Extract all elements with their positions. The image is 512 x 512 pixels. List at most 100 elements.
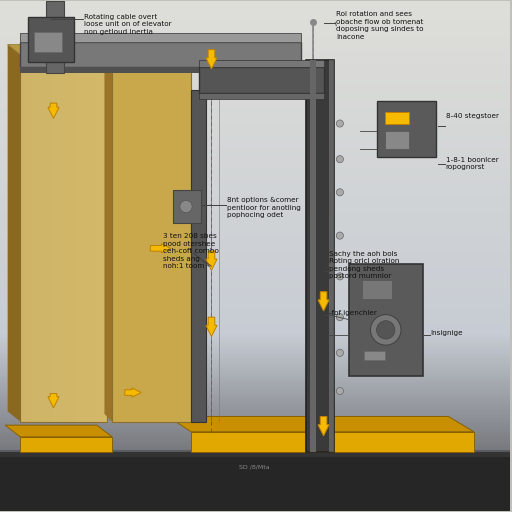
Bar: [0, 455, 509, 457]
Bar: [0, 470, 509, 473]
Bar: [0, 501, 509, 503]
Bar: [329, 60, 334, 452]
Bar: [0, 383, 509, 386]
Bar: [0, 462, 509, 465]
Bar: [42, 55, 53, 421]
Bar: [0, 330, 509, 332]
Bar: [0, 335, 509, 337]
Text: 8-40 stegstoer: 8-40 stegstoer: [446, 113, 499, 119]
Bar: [0, 88, 509, 91]
Bar: [0, 457, 509, 460]
Bar: [31, 55, 42, 421]
Bar: [0, 228, 509, 230]
Bar: [0, 187, 509, 190]
Bar: [0, 103, 509, 105]
Bar: [0, 182, 509, 185]
Bar: [0, 162, 509, 164]
Bar: [0, 317, 509, 319]
Bar: [20, 68, 301, 73]
Bar: [0, 86, 509, 88]
Bar: [0, 210, 509, 212]
Bar: [46, 1, 63, 73]
Bar: [0, 325, 509, 327]
Bar: [0, 437, 509, 439]
Circle shape: [336, 388, 344, 395]
Bar: [0, 248, 509, 251]
Circle shape: [336, 349, 344, 356]
Bar: [0, 241, 509, 243]
Bar: [20, 55, 107, 421]
Bar: [0, 47, 509, 50]
Bar: [0, 185, 509, 187]
Bar: [0, 238, 509, 241]
FancyArrow shape: [206, 251, 217, 270]
Bar: [0, 450, 509, 452]
Bar: [0, 157, 509, 159]
Bar: [0, 190, 509, 193]
Bar: [0, 414, 509, 416]
FancyArrow shape: [318, 292, 329, 311]
Bar: [0, 96, 509, 98]
Bar: [0, 480, 509, 483]
Bar: [0, 169, 509, 172]
Bar: [377, 100, 436, 157]
Bar: [0, 68, 509, 70]
Bar: [0, 121, 509, 123]
Bar: [0, 259, 509, 261]
Bar: [0, 490, 509, 493]
Bar: [0, 488, 509, 490]
Bar: [0, 407, 509, 409]
Bar: [0, 264, 509, 266]
Circle shape: [336, 189, 344, 196]
FancyArrow shape: [48, 103, 59, 118]
Text: 3 ten 208 sbes
pood otershee
ceh-coft combo
sheds ang
noh:1 toom: 3 ten 208 sbes pood otershee ceh-coft co…: [163, 233, 219, 269]
Bar: [0, 373, 509, 376]
Bar: [362, 280, 392, 300]
Bar: [0, 230, 509, 233]
Polygon shape: [191, 432, 474, 452]
Bar: [0, 83, 509, 86]
Bar: [0, 93, 509, 96]
Bar: [0, 371, 509, 373]
Bar: [0, 50, 509, 52]
Bar: [0, 253, 509, 256]
Bar: [0, 70, 509, 73]
Bar: [0, 177, 509, 180]
Bar: [0, 55, 509, 57]
Bar: [0, 442, 509, 444]
Bar: [0, 180, 509, 182]
Bar: [0, 141, 509, 144]
Bar: [0, 337, 509, 340]
Bar: [0, 503, 509, 506]
Bar: [0, 266, 509, 269]
Bar: [0, 348, 509, 350]
Text: Insignige: Insignige: [431, 330, 463, 336]
Circle shape: [371, 314, 401, 345]
Bar: [0, 309, 509, 312]
Bar: [0, 6, 509, 9]
Bar: [0, 19, 509, 22]
Text: SD /8/Mta: SD /8/Mta: [240, 465, 270, 470]
Bar: [0, 358, 509, 360]
Circle shape: [376, 321, 395, 339]
Bar: [0, 75, 509, 78]
Bar: [0, 100, 509, 103]
Bar: [0, 134, 509, 136]
Bar: [0, 91, 509, 93]
Bar: [0, 144, 509, 146]
Bar: [0, 203, 509, 205]
Bar: [0, 118, 509, 121]
FancyArrow shape: [318, 416, 329, 436]
Bar: [0, 34, 509, 37]
Bar: [0, 292, 509, 294]
Bar: [0, 1, 509, 4]
Bar: [0, 416, 509, 419]
Bar: [0, 475, 509, 478]
Bar: [0, 319, 509, 322]
Bar: [0, 276, 509, 279]
Bar: [0, 37, 509, 39]
Bar: [96, 55, 107, 421]
Bar: [0, 78, 509, 80]
Bar: [0, 294, 509, 297]
Bar: [0, 11, 509, 14]
